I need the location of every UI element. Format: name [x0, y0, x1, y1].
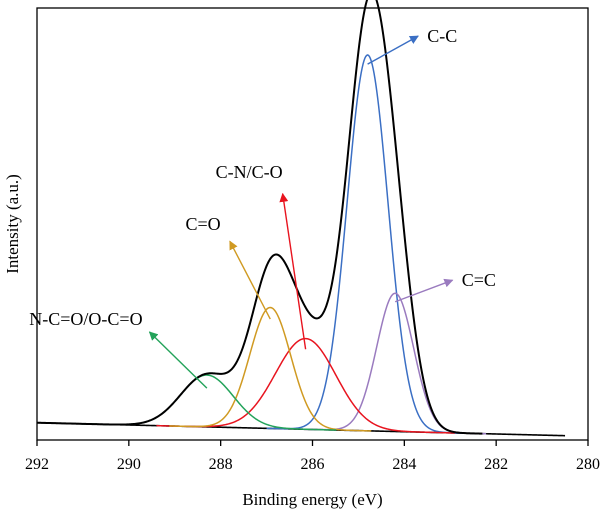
series-c-c-curve — [304, 292, 487, 435]
annotation-arrow-c-c — [367, 35, 419, 65]
annotation-arrow-c-n-c-o — [279, 192, 307, 350]
annotation-arrow-c-o — [229, 240, 271, 320]
annotation-arrow-c-c — [394, 278, 454, 303]
annotation-label-c-o: C=O — [186, 214, 221, 234]
envelope-curve — [36, 0, 483, 435]
series-c-o-curve — [169, 306, 372, 432]
x-tick-label: 290 — [117, 456, 141, 473]
annotation-label-c-n-c-o: C-N/C-O — [216, 162, 283, 182]
x-axis-title: Binding energy (eV) — [242, 490, 382, 509]
series-c-c-curve — [266, 54, 469, 435]
annotations: C-C C-N/C-O C=O N-C=O/O-C=O C=C — [29, 26, 496, 389]
x-tick-label: 288 — [209, 456, 233, 473]
x-tick-label: 292 — [25, 456, 49, 473]
x-tick-label: 286 — [301, 456, 325, 473]
annotation-label-n-c-o-o-c-o: N-C=O/O-C=O — [29, 309, 142, 329]
x-tick-label: 280 — [576, 456, 600, 473]
plot-area — [36, 0, 566, 437]
x-axis: 292 290 288 286 284 282 280 — [25, 440, 600, 473]
y-axis-title: Intensity (a.u.) — [3, 174, 22, 274]
annotation-label-c-c: C-C — [427, 26, 457, 46]
series-n-c-o-o-c-o-curve — [77, 374, 337, 431]
plot-frame — [36, 7, 589, 441]
x-tick-label: 284 — [392, 456, 416, 473]
annotation-arrow-n-c-o-o-c-o — [148, 331, 208, 389]
x-tick-label: 282 — [484, 456, 508, 473]
annotation-label-c-c: C=C — [462, 270, 496, 290]
